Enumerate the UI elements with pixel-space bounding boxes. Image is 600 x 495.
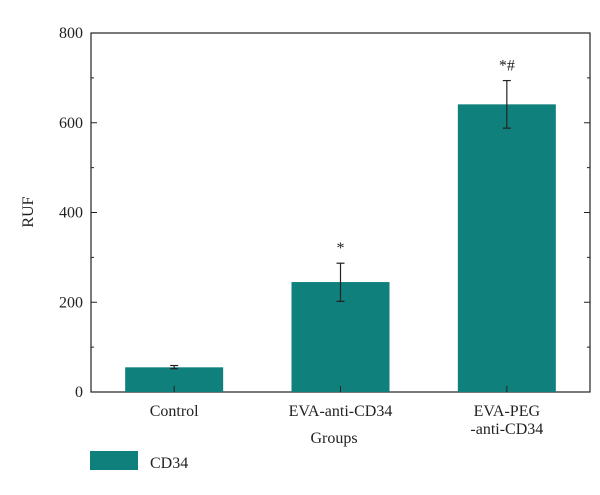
y-axis-label: RUF xyxy=(20,196,37,227)
y-tick-label: 800 xyxy=(59,25,83,42)
x-tick-label-1: EVA-anti-CD34 xyxy=(289,403,393,420)
significance-label-1: * xyxy=(337,240,345,257)
y-tick-label: 200 xyxy=(59,294,83,311)
y-tick-label: 400 xyxy=(59,205,83,222)
x-axis-label: Groups xyxy=(310,430,357,447)
x-tick-label-2: EVA-PEG xyxy=(474,403,541,420)
legend: CD34 xyxy=(90,451,188,472)
bar-2 xyxy=(457,104,556,392)
x-tick-label-2: -anti-CD34 xyxy=(470,421,543,438)
y-tick-label: 0 xyxy=(75,384,83,401)
x-tick-label-0: Control xyxy=(150,403,199,420)
significance-label-2: *# xyxy=(499,58,515,75)
legend-swatch-cd34 xyxy=(90,451,138,470)
legend-label-cd34: CD34 xyxy=(150,455,188,472)
plot-area: 0 200 400 600 800 Control * EVA-anti-CD34 *# EVA-… xyxy=(59,25,591,438)
y-tick-label: 600 xyxy=(59,115,83,132)
